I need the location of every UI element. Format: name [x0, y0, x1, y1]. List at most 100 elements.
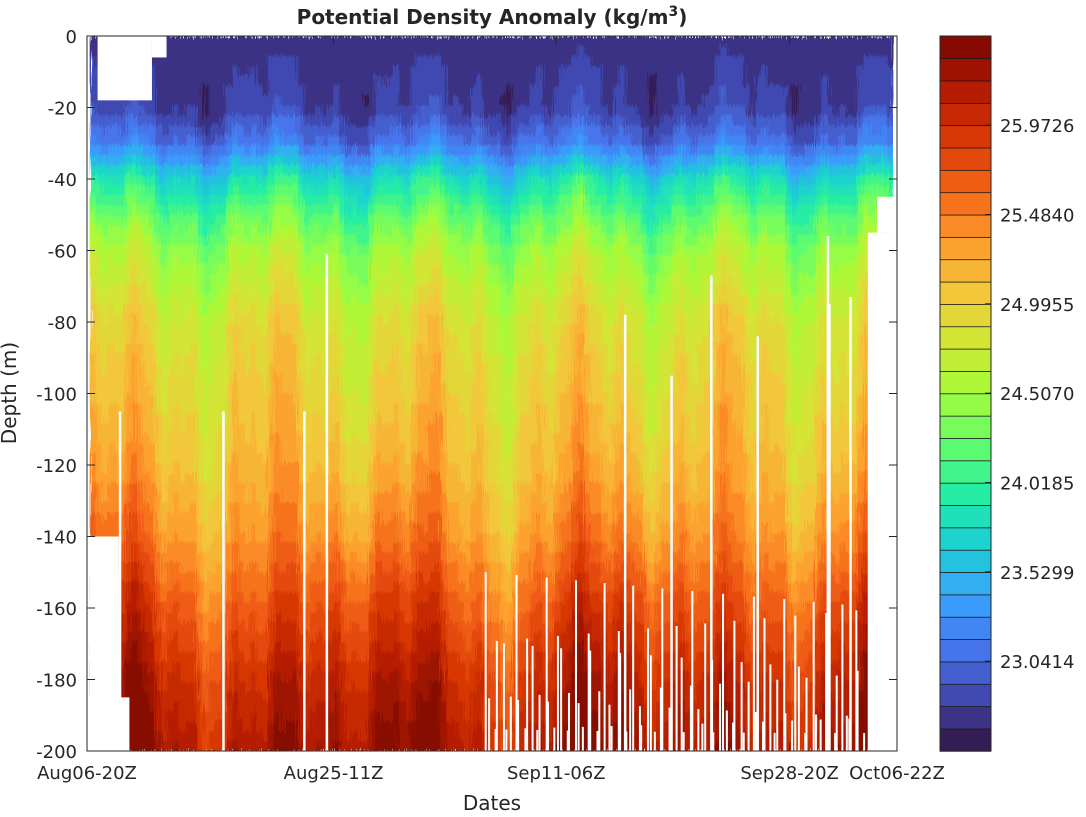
heatmap-cell	[309, 741, 317, 751]
heatmap-cell	[494, 373, 502, 385]
heatmap-cell	[220, 204, 228, 216]
heatmap-cell	[494, 482, 502, 494]
heatmap-cell	[268, 701, 275, 713]
heatmap-cell	[208, 731, 216, 742]
heatmap-cell	[428, 36, 436, 47]
heatmap-cell	[262, 125, 269, 137]
heatmap-cell	[452, 572, 460, 583]
heatmap-cell	[345, 701, 353, 713]
heatmap-cell	[339, 413, 347, 425]
heatmap-cell	[262, 453, 269, 464]
heatmap-cell	[458, 323, 466, 335]
heatmap-cell	[405, 532, 412, 544]
heatmap-cell	[470, 115, 478, 127]
heatmap-cell	[226, 55, 234, 67]
heatmap-cell	[214, 75, 222, 87]
heatmap-cell	[434, 413, 442, 425]
heatmap-cell	[464, 602, 472, 613]
heatmap-cell	[321, 294, 329, 305]
heatmap-cell	[143, 204, 150, 216]
heatmap-cell	[286, 175, 293, 186]
heatmap-cell	[286, 125, 293, 137]
heatmap-cell	[476, 681, 484, 693]
heatmap-cell	[107, 165, 115, 176]
heatmap-cell	[262, 413, 269, 425]
heatmap-cell	[101, 254, 109, 266]
heatmap-cell	[89, 423, 97, 435]
heatmap-cell	[155, 413, 162, 425]
heatmap-cell	[184, 423, 192, 435]
heatmap-cell	[256, 85, 264, 97]
heatmap-cell	[232, 95, 240, 107]
heatmap-cell	[137, 602, 145, 613]
heatmap-cell	[428, 363, 436, 375]
heatmap-cell	[399, 145, 406, 156]
heatmap-cell	[250, 542, 258, 554]
heatmap-cell	[494, 75, 502, 87]
heatmap-cell	[464, 284, 472, 295]
heatmap-cell	[369, 741, 377, 751]
heatmap-cell	[321, 175, 329, 186]
heatmap-cell	[381, 224, 388, 236]
heatmap-cell	[357, 36, 365, 47]
heatmap-cell	[280, 631, 287, 643]
heatmap-cell	[137, 621, 145, 633]
heatmap-cell	[434, 621, 442, 633]
heatmap-cell	[363, 254, 371, 266]
heatmap-cell	[482, 433, 490, 444]
heatmap-cell	[446, 542, 454, 554]
heatmap-cell	[95, 323, 103, 335]
heatmap-cell	[363, 592, 371, 603]
heatmap-cell	[274, 522, 281, 534]
heatmap-cell	[119, 492, 127, 504]
heatmap-cell	[381, 65, 388, 77]
heatmap-cell	[381, 85, 388, 97]
heatmap-cell	[250, 472, 258, 484]
heatmap-cell	[405, 175, 412, 186]
heatmap-cell	[446, 413, 454, 425]
heatmap-cell	[339, 552, 347, 564]
heatmap-cell	[422, 453, 430, 464]
heatmap-cell	[256, 155, 264, 166]
heatmap-cell	[226, 681, 234, 693]
heatmap-cell	[113, 194, 121, 206]
heatmap-cell	[428, 631, 436, 643]
heatmap-cell	[345, 383, 353, 395]
heatmap-cell	[107, 135, 115, 147]
heatmap-cell	[327, 671, 335, 683]
heatmap-cell	[464, 463, 472, 474]
heatmap-cell	[339, 492, 347, 504]
heatmap-cell	[309, 264, 317, 276]
heatmap-cell	[369, 244, 377, 256]
heatmap-cell	[303, 661, 311, 673]
heatmap-cell	[464, 194, 472, 206]
heatmap-cell	[190, 741, 198, 751]
heatmap-cell	[411, 373, 418, 385]
heatmap-cell	[411, 443, 418, 454]
heatmap-cell	[244, 254, 252, 266]
heatmap-cell	[89, 413, 97, 425]
heatmap-cell	[178, 333, 186, 345]
heatmap-cell	[101, 175, 109, 186]
heatmap-cell	[434, 145, 442, 156]
heatmap-cell	[428, 701, 436, 713]
heatmap-cell	[411, 343, 418, 355]
heatmap-cell	[458, 55, 466, 67]
heatmap-cell	[357, 661, 365, 673]
heatmap-cell	[452, 592, 460, 603]
heatmap-cell	[291, 433, 299, 444]
heatmap-cell	[440, 165, 448, 176]
heatmap-cell	[458, 343, 466, 355]
heatmap-cell	[172, 453, 180, 464]
heatmap-cell	[268, 552, 275, 564]
heatmap-cell	[131, 423, 139, 435]
heatmap-cell	[250, 304, 258, 315]
heatmap-cell	[256, 592, 264, 603]
heatmap-cell	[488, 204, 496, 216]
heatmap-cell	[488, 363, 496, 375]
heatmap-cell	[458, 224, 466, 236]
heatmap-cell	[178, 631, 186, 643]
heatmap-cell	[274, 135, 281, 147]
heatmap-cell	[345, 75, 353, 87]
heatmap-cell	[125, 363, 133, 375]
